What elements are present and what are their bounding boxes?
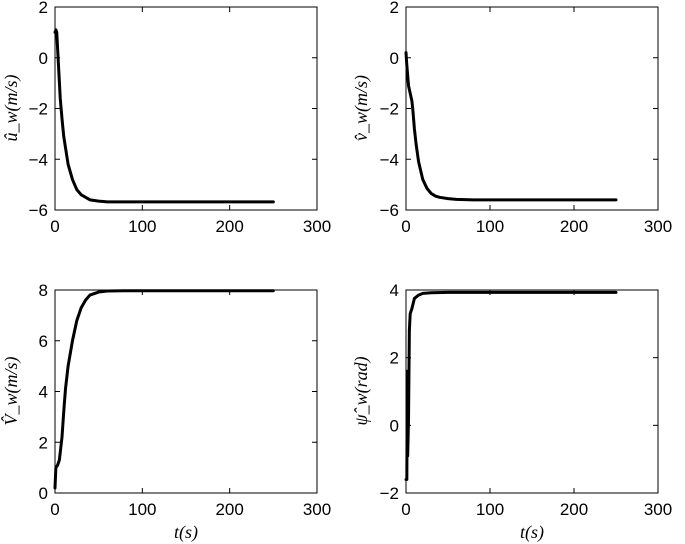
x-tick-label: 200 xyxy=(215,217,243,236)
y-tick-label: 2 xyxy=(39,433,48,452)
plot-frame-Vw xyxy=(54,289,318,494)
x-tick-label: 0 xyxy=(401,500,410,519)
series-line-Vw xyxy=(53,289,275,490)
y-tick-label: 4 xyxy=(390,281,399,300)
y-ticks-Vw: 0 2 4 6 8 xyxy=(39,281,317,503)
x-tick-label: 100 xyxy=(128,500,156,519)
x-tick-label: 300 xyxy=(303,500,331,519)
x-tick-label: 300 xyxy=(644,500,672,519)
x-ticks-Vw: 0 100 200 300 xyxy=(50,290,331,519)
x-axis-label-psiw: t(s) xyxy=(520,522,544,543)
y-ticks-vw: −6 −4 −2 0 2 xyxy=(380,0,658,220)
x-tick-label: 200 xyxy=(215,500,243,519)
x-tick-label: 0 xyxy=(50,500,59,519)
x-tick-label: 100 xyxy=(476,217,504,236)
y-axis-label-uw: û_w(m/s) xyxy=(1,74,22,141)
x-ticks-vw: 0 100 200 300 xyxy=(401,7,672,236)
panel-Vw: 0 2 4 6 8 0 100 200 300 V̂_w(m/s) t(s) xyxy=(1,281,331,543)
series-line-psiw xyxy=(404,290,618,481)
y-tick-label: −4 xyxy=(380,150,399,169)
x-ticks-psiw: 0 100 200 300 xyxy=(401,290,672,519)
plot-frame-vw xyxy=(405,6,659,211)
y-tick-label: 0 xyxy=(39,49,48,68)
y-tick-label: 4 xyxy=(39,383,48,402)
y-tick-label: −4 xyxy=(29,150,48,169)
x-tick-label: 100 xyxy=(476,500,504,519)
y-tick-label: 6 xyxy=(39,332,48,351)
x-tick-label: 100 xyxy=(128,217,156,236)
y-tick-label: 2 xyxy=(390,0,399,17)
y-tick-label: 8 xyxy=(39,281,48,300)
x-tick-label: 0 xyxy=(50,217,59,236)
y-tick-label: 0 xyxy=(390,49,399,68)
x-tick-label: 300 xyxy=(303,217,331,236)
y-tick-label: −6 xyxy=(29,201,48,220)
y-axis-label-vw: v̂_w(m/s) xyxy=(351,75,372,141)
y-tick-label: −2 xyxy=(380,484,399,503)
x-axis-label-Vw: t(s) xyxy=(174,522,198,543)
y-tick-label: 0 xyxy=(39,484,48,503)
x-tick-label: 300 xyxy=(644,217,672,236)
y-tick-label: −2 xyxy=(29,100,48,119)
x-tick-label: 0 xyxy=(401,217,410,236)
y-tick-label: 2 xyxy=(39,0,48,17)
y-ticks-uw: −6 −4 −2 0 2 xyxy=(29,0,317,220)
plot-frame-uw xyxy=(54,6,318,211)
x-ticks-uw: 0 100 200 300 xyxy=(50,7,331,236)
y-tick-label: 0 xyxy=(390,416,399,435)
y-tick-label: 2 xyxy=(390,349,399,368)
y-axis-label-Vw: V̂_w(m/s) xyxy=(1,357,22,426)
plot-frame-psiw xyxy=(405,289,659,494)
x-tick-label: 200 xyxy=(560,217,588,236)
y-tick-label: −6 xyxy=(380,201,399,220)
x-tick-label: 200 xyxy=(560,500,588,519)
series-line-uw xyxy=(53,28,275,204)
y-axis-label-psiw: ψ̂_w(rad) xyxy=(351,356,372,425)
panel-vw: −6 −4 −2 0 2 0 100 200 300 v̂_w(m/s) xyxy=(351,0,672,236)
series-line-vw xyxy=(404,51,618,202)
panel-uw: −6 −4 −2 0 2 0 100 200 300 û_w(m/s) xyxy=(1,0,331,236)
y-tick-label: −2 xyxy=(380,100,399,119)
y-ticks-psiw: −2 0 2 4 xyxy=(380,281,658,503)
